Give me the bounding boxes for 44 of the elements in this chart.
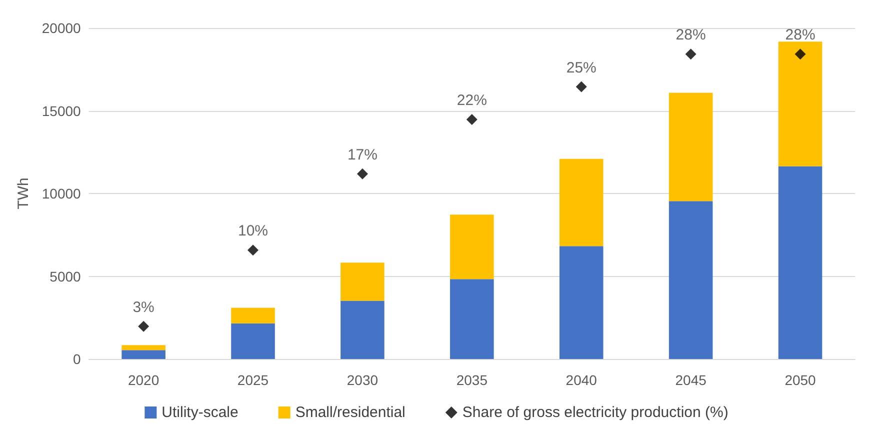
bar [450,279,494,359]
x-tick-label: 2045 [675,372,707,388]
y-tick-label: 10000 [42,186,82,202]
legend-label: Small/residential [295,404,406,421]
bar [450,214,494,280]
bar [778,166,822,359]
y-tick-label: 0 [73,351,82,367]
x-tick-label: 2020 [128,372,160,388]
point [794,48,806,60]
point [576,81,587,92]
bar [122,345,166,350]
bar [559,158,604,246]
data-label: 28% [676,26,706,44]
data-label: 17% [347,146,378,164]
legend-label: Utility-scale [162,404,238,421]
x-tick-label: 2050 [784,372,816,388]
data-label: 22% [456,92,487,109]
bar [668,201,713,359]
y-tick-label: 5000 [50,268,82,284]
y-axis-title: TWh [15,178,32,210]
point [466,114,478,125]
legend-label: Share of gross electricity production (%) [462,404,728,421]
bar [559,246,604,359]
data-label: 25% [566,59,596,76]
data-label: 10% [238,222,268,240]
data-label: 3% [132,298,154,316]
point [248,244,259,256]
bar [668,92,713,202]
point [356,168,368,180]
data-label: 28% [785,26,816,44]
bar [122,350,166,359]
x-tick-label: 2030 [346,372,378,388]
x-tick-label: 2040 [566,372,598,388]
bar [778,42,822,166]
bar [231,308,275,324]
x-tick-label: 2025 [237,372,269,388]
bar [340,262,384,301]
bar [231,323,275,359]
x-tick-label: 2035 [456,372,488,388]
y-tick-label: 15000 [42,102,82,119]
y-tick-label: 20000 [42,20,82,36]
point [138,320,150,332]
bar [340,300,384,359]
point [685,48,696,60]
